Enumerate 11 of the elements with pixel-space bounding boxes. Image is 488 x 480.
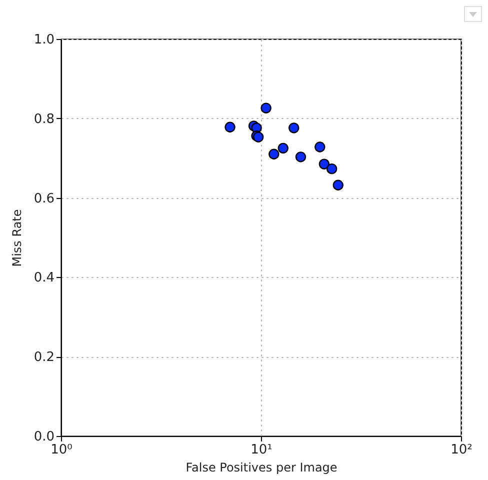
- y-tick-label: 1.0: [34, 32, 54, 48]
- x-axis-title: False Positives per Image: [186, 460, 338, 474]
- x-tick-label: 10¹: [250, 442, 272, 458]
- y-axis-title: Miss Rate: [10, 209, 24, 267]
- y-tick-label: 0.6: [34, 191, 54, 206]
- y-tick-label: 0.8: [34, 112, 54, 127]
- x-tick-label: 10²: [450, 442, 472, 458]
- y-tick-label: 0.0: [34, 430, 54, 444]
- y-tick-label: 0.4: [34, 270, 54, 286]
- y-tick-label: 0.2: [34, 350, 54, 366]
- x-tick-label: 10⁰: [50, 442, 72, 458]
